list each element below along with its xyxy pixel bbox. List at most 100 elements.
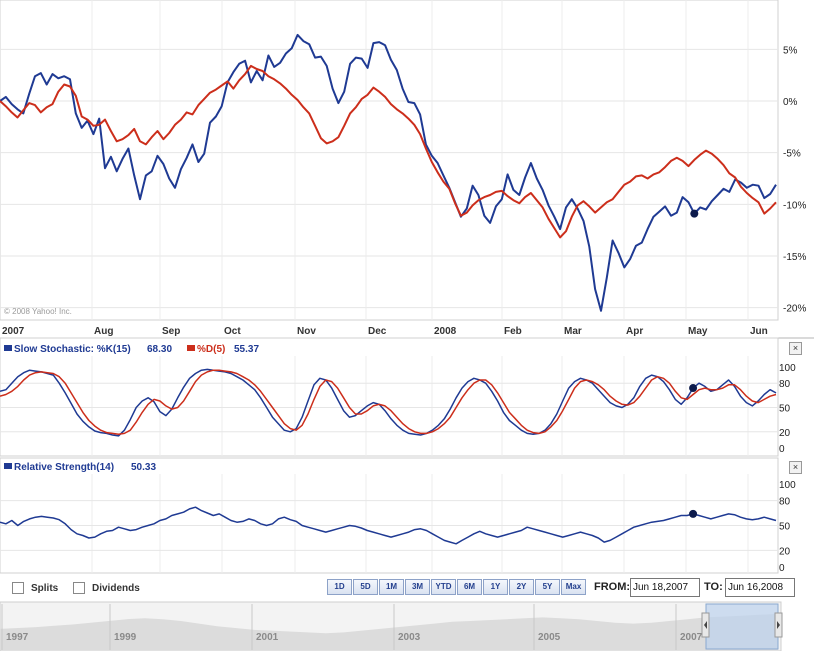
rsi-legend-swatch: [4, 463, 12, 469]
stochastic-y-tick-label: 20: [779, 428, 791, 439]
rsi-legend-value: 50.33: [131, 462, 156, 473]
month-axis-label: May: [688, 326, 708, 337]
d-legend-label: %D(5): [197, 344, 225, 355]
stochastic-panel-frame: [0, 337, 779, 457]
range-button-3m[interactable]: 3M: [405, 579, 430, 595]
main-y-tick-label: -5%: [783, 149, 801, 160]
copyright-text: © 2008 Yahoo! Inc.: [4, 307, 72, 316]
rsi-legend: Relative Strength(14) 50.33: [4, 462, 156, 473]
from-label: FROM:: [594, 581, 631, 593]
month-axis-label: Oct: [224, 326, 241, 337]
stochastic-y-tick-label: 100: [779, 363, 796, 374]
rsi-crosshair-marker: [689, 509, 698, 518]
dividends-checkbox-box[interactable]: [73, 582, 85, 594]
timeline-year-label: 2001: [256, 632, 279, 643]
range-button-6m[interactable]: 6M: [457, 579, 482, 595]
main-series-blue-line: [0, 33, 777, 312]
month-axis-label: Dec: [368, 326, 387, 337]
month-axis-label: Jun: [750, 326, 768, 337]
stochastic-close-button[interactable]: ×: [789, 342, 802, 355]
rsi-y-tick-label: 20: [779, 546, 791, 557]
range-button-5d[interactable]: 5D: [353, 579, 378, 595]
stochastic-y-tick-label: 50: [779, 404, 791, 415]
month-axis-label: Nov: [297, 326, 316, 337]
rsi-y-axis: 100 80 50 20 0: [779, 480, 796, 574]
stochastic-y-tick-label: 0: [779, 444, 785, 455]
stochastic-y-tick-label: 80: [779, 379, 791, 390]
timeline-year-label: 1999: [114, 632, 137, 643]
rsi-close-button[interactable]: ×: [789, 461, 802, 474]
k-legend-value: 68.30: [147, 344, 172, 355]
main-y-tick-label: 5%: [783, 45, 798, 56]
range-button-5y[interactable]: 5Y: [535, 579, 560, 595]
rsi-y-tick-label: 0: [779, 563, 785, 574]
range-button-2y[interactable]: 2Y: [509, 579, 534, 595]
main-series-red-line: [0, 64, 777, 239]
rsi-series: [0, 506, 777, 545]
timeline-year-label: 2005: [538, 632, 561, 643]
rsi-panel: 100 80 50 20 0 Relative Strength(14) 50.33: [0, 457, 796, 574]
dividends-checkbox[interactable]: Dividends: [73, 581, 140, 595]
rsi-y-tick-label: 100: [779, 480, 796, 491]
range-button-max[interactable]: Max: [561, 579, 586, 595]
d-legend-swatch: [187, 345, 195, 351]
stochastic-series-line-0: [0, 368, 777, 437]
timeline-right-handle[interactable]: [774, 612, 783, 638]
range-button-1d[interactable]: 1D: [327, 579, 352, 595]
k-legend-swatch: [4, 345, 12, 351]
stochastic-panel: 100 80 50 20 0 Slow Stochastic: %K(15) 68.30…: [0, 337, 796, 457]
month-axis-label: Apr: [626, 326, 643, 337]
month-axis-label: Aug: [94, 326, 113, 337]
timeline-navigator[interactable]: 1997 1999 2001 2003 2005 2007: [0, 601, 783, 651]
stochastic-series-line-1: [0, 369, 777, 435]
stochastic-legend: Slow Stochastic: %K(15) 68.30 %D(5) 55.3…: [4, 344, 259, 355]
timeline-area: [0, 613, 778, 650]
month-axis-label: 2007: [2, 326, 25, 337]
rsi-series-line-0: [0, 506, 777, 545]
range-button-1y[interactable]: 1Y: [483, 579, 508, 595]
rsi-y-tick-label: 80: [779, 497, 791, 508]
timeline-right-arrow-icon: [777, 621, 780, 629]
timeline-left-handle[interactable]: [701, 612, 710, 638]
range-button-1m[interactable]: 1M: [379, 579, 404, 595]
month-axis-label: Sep: [162, 326, 180, 337]
rsi-grid: [0, 474, 778, 573]
timeline-left-arrow-icon: [704, 621, 707, 629]
stochastic-crosshair-marker: [689, 384, 698, 393]
month-axis-label: Mar: [564, 326, 582, 337]
timeline-year-label: 1997: [6, 632, 29, 643]
from-date-input[interactable]: [630, 578, 700, 597]
month-axis-label: Feb: [504, 326, 522, 337]
timeline-selection-window[interactable]: [705, 603, 779, 650]
splits-checkbox[interactable]: Splits: [12, 581, 58, 595]
to-label: TO:: [704, 581, 723, 593]
range-button-ytd[interactable]: YTD: [431, 579, 456, 595]
k-legend-label: Slow Stochastic: %K(15): [14, 344, 131, 355]
timeline-labels: 1997 1999 2001 2003 2005 2007: [1, 604, 703, 650]
main-panel: 5% 0% -5% -10% -15% -20% © 2008 Yahoo! Inc.: [0, 0, 806, 321]
range-button-group: 1D 5D 1M 3M YTD 6M 1Y 2Y 5Y Max: [327, 579, 587, 595]
month-axis-label: 2008: [434, 326, 457, 337]
timeline-year-label: 2007: [680, 632, 703, 643]
main-crosshair-marker: [690, 209, 699, 218]
main-panel-frame: [0, 0, 779, 321]
main-y-axis: 5% 0% -5% -10% -15% -20%: [783, 45, 806, 314]
main-series: [0, 33, 777, 312]
main-y-tick-label: -20%: [783, 304, 806, 315]
main-y-tick-label: 0%: [783, 97, 798, 108]
rsi-panel-frame: [0, 457, 779, 574]
timeline-year-label: 2003: [398, 632, 421, 643]
splits-checkbox-box[interactable]: [12, 582, 24, 594]
stochastic-y-axis: 100 80 50 20 0: [779, 363, 796, 455]
splits-label: Splits: [31, 582, 59, 594]
stochastic-series: [0, 368, 777, 437]
rsi-legend-label: Relative Strength(14): [14, 462, 114, 473]
main-y-tick-label: -10%: [783, 200, 806, 211]
month-axis: 2007 Aug Sep Oct Nov Dec 2008 Feb Mar Apr May Jun: [2, 326, 768, 337]
d-legend-value: 55.37: [234, 344, 259, 355]
rsi-y-tick-label: 50: [779, 522, 791, 533]
to-date-input[interactable]: [725, 578, 795, 597]
dividends-label: Dividends: [92, 582, 140, 594]
main-y-tick-label: -15%: [783, 252, 806, 263]
